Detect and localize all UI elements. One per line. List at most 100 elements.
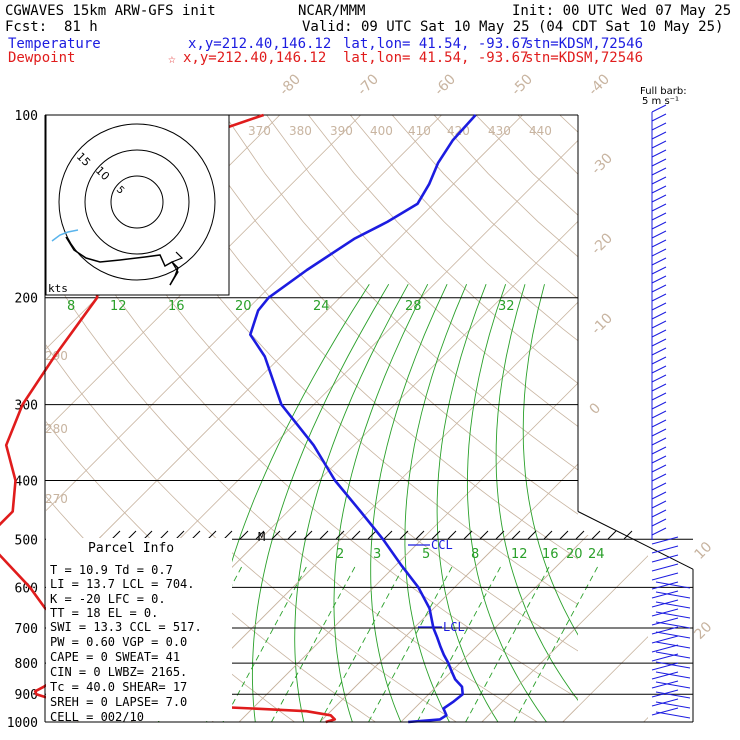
- wind-barb: [651, 455, 667, 464]
- hatch-mark: [127, 530, 137, 540]
- mixing-label-upper: 8: [67, 299, 75, 314]
- dry-adiabat-line: [224, 115, 578, 471]
- hodograph-trace-mid: [65, 236, 179, 286]
- wind-barb: [651, 302, 667, 311]
- hatch-mark: [335, 530, 345, 540]
- model-title: CGWAVES 15km ARW-GFS init: [5, 3, 216, 19]
- wind-barb: [651, 446, 667, 455]
- mixing-label-lower: 8: [471, 547, 479, 562]
- isotherm-line: [400, 535, 589, 722]
- hatch-mark: [367, 530, 377, 540]
- hodograph: 15 10 5 kts: [45, 114, 230, 296]
- temperature-xy: x,y=212.40,146.12: [188, 36, 331, 52]
- theta-label: 390: [330, 124, 353, 138]
- wind-barb: [651, 527, 667, 536]
- parcel-line-10: SREH = 0 LAPSE= 7.0: [50, 695, 187, 709]
- hodograph-ring-15: [58, 123, 216, 281]
- mixing-label-upper: 32: [498, 299, 515, 314]
- pressure-label-500: 500: [15, 533, 38, 548]
- wind-barb: [651, 356, 667, 365]
- wind-barb: [651, 410, 667, 419]
- hatch-mark: [607, 530, 617, 540]
- theta-left-label: 270: [45, 492, 68, 506]
- wind-barb: [651, 212, 667, 221]
- fcst-label: Fcst:: [5, 19, 47, 35]
- dewpoint-latlon: lat,lon= 41.54, -93.67: [343, 50, 528, 66]
- wind-barb: [651, 671, 679, 680]
- wind-barb: [651, 536, 679, 545]
- valid-time: Valid: 09 UTC Sat 10 May 25 (04 CDT Sat …: [302, 19, 723, 35]
- plot-right-diagonal: [577, 511, 694, 570]
- wind-barb: [651, 374, 667, 383]
- pressure-label-1000: 1000: [7, 716, 38, 731]
- parcel-line-8: CIN = 0 LWBZ= 2165.: [50, 665, 187, 679]
- wind-barb: [651, 437, 667, 446]
- barb-legend-title: Full barb:: [640, 86, 687, 97]
- parcel-line-11: CELL = 002/10: [50, 710, 144, 724]
- pressure-label-100: 100: [15, 109, 38, 124]
- wind-barb: [651, 167, 667, 176]
- hatch-mark: [223, 530, 233, 540]
- wind-barb: [655, 671, 691, 679]
- barb-legend-value: 5 m s⁻¹: [642, 96, 679, 107]
- theta-label: 400: [370, 124, 393, 138]
- parcel-info-title: Parcel Info: [88, 541, 174, 556]
- wind-barb: [651, 194, 667, 203]
- temperature-station: stn=KDSM,72546: [525, 36, 643, 52]
- dewpoint-xy: x,y=212.40,146.12: [183, 50, 326, 66]
- fcst-value: 81 h: [64, 19, 98, 35]
- hatch-mark: [399, 530, 409, 540]
- wind-barb: [655, 601, 691, 609]
- temperature-profile: [249, 114, 477, 724]
- hatch-mark: [527, 530, 537, 540]
- parcel-line-6: PW = 0.60 VGP = 0.0: [50, 635, 187, 649]
- wind-barb: [651, 248, 667, 257]
- wind-barb: [651, 221, 667, 230]
- wind-barb: [651, 590, 679, 599]
- m-label: M: [258, 530, 265, 544]
- theta-label: 380: [289, 124, 312, 138]
- wind-barb: [655, 581, 691, 589]
- wind-barb: [651, 131, 667, 140]
- wind-barb: [655, 621, 691, 629]
- wind-barb: [651, 365, 667, 374]
- wind-barb: [651, 347, 667, 356]
- dewpoint-legend: Dewpoint: [8, 50, 75, 66]
- wind-barb: [655, 641, 691, 649]
- wind-barb: [651, 491, 667, 500]
- wind-barb: [655, 631, 691, 639]
- hatch-mark: [239, 530, 249, 540]
- theta-left-label: 290: [45, 349, 68, 363]
- wind-barb: [651, 257, 667, 266]
- level-markers: LCL CCL M: [258, 530, 465, 634]
- moist-adiabat-line: [522, 284, 578, 636]
- hatch-mark: [303, 530, 313, 540]
- mixing-label-lower: 20: [566, 547, 583, 562]
- moist-adiabat-line: [251, 283, 390, 722]
- wind-barb: [651, 662, 679, 671]
- hatch-mark: [575, 530, 585, 540]
- wind-barb: [651, 320, 667, 329]
- hatch-mark: [287, 530, 297, 540]
- mixing-label-lower: 16: [542, 547, 559, 562]
- parcel-line-3: K = -20 LFC = 0.: [50, 592, 166, 606]
- wind-barb: [651, 122, 667, 131]
- moist-adiabat-line: [333, 283, 429, 722]
- parcel-line-2: LI = 13.7 LCL = 704.: [50, 577, 195, 591]
- hodograph-ring-5: [110, 175, 164, 229]
- hatch-mark: [319, 530, 329, 540]
- hatch-mark: [271, 530, 281, 540]
- pressure-label-400: 400: [15, 474, 38, 489]
- pressure-label-700: 700: [15, 622, 38, 637]
- dewpoint-star-icon: ☆: [168, 52, 176, 67]
- dewpoint-station: stn=KDSM,72546: [525, 50, 643, 66]
- hatch-mark: [463, 530, 473, 540]
- pressure-label-200: 200: [15, 292, 38, 307]
- parcel-info-panel: Parcel Info T = 10.9 Td = 0.7 LI = 13.7 …: [46, 538, 232, 724]
- mixing-label-lower: 2: [336, 547, 344, 562]
- hatch-mark: [143, 530, 153, 540]
- hatch-mark: [559, 530, 569, 540]
- wind-barb: [651, 140, 667, 149]
- init-time: Init: 00 UTC Wed 07 May 25: [512, 3, 731, 19]
- mixing-label-upper: 12: [110, 299, 127, 314]
